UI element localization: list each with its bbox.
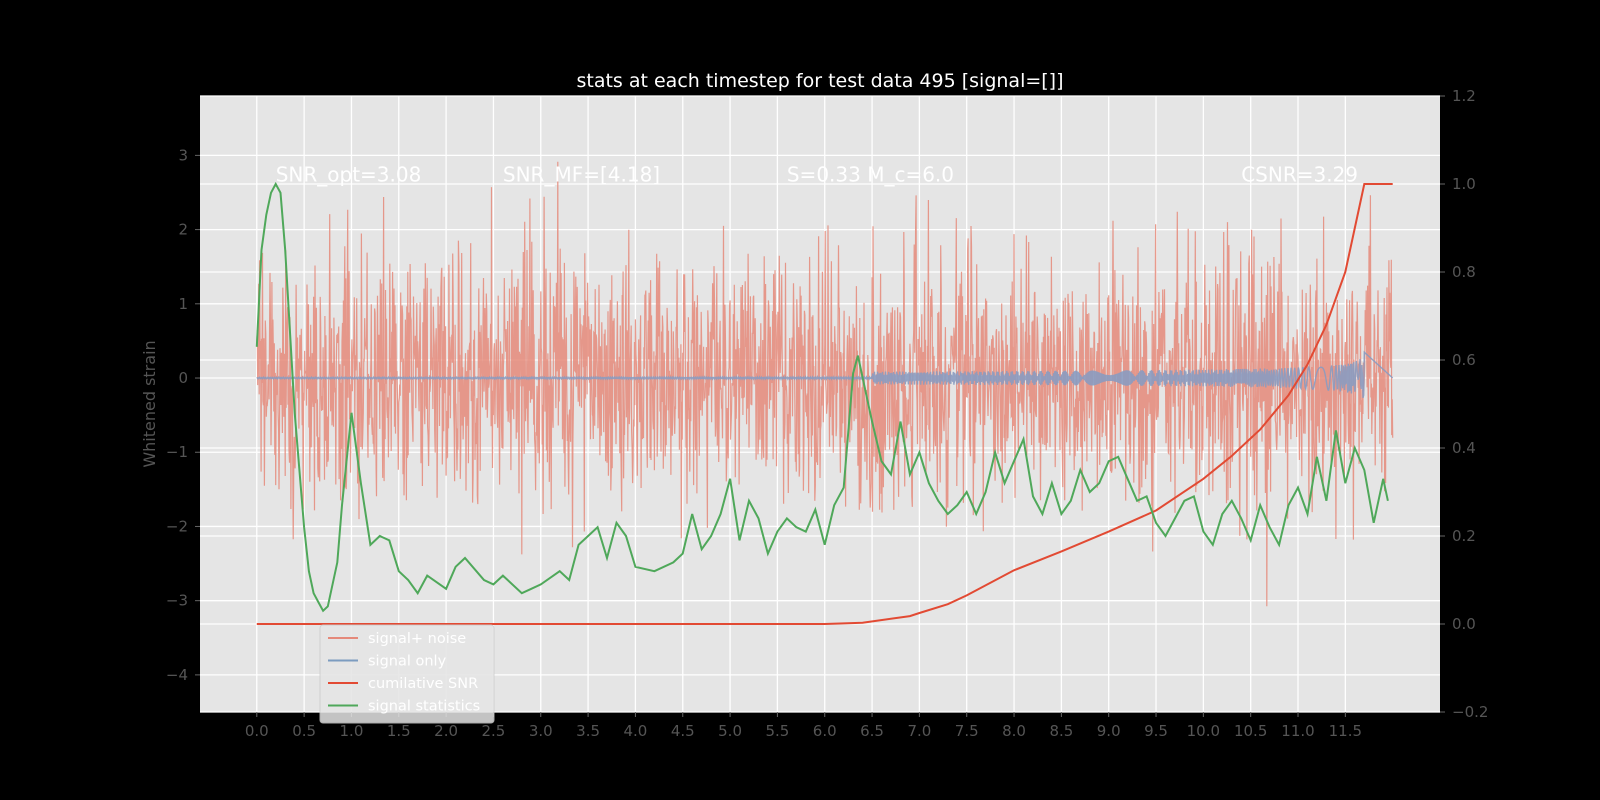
x-tick-label: 1.5 bbox=[387, 722, 411, 740]
y-tick-label: −4 bbox=[166, 666, 188, 684]
annotation-text: S=0.33 M_c=6.0 bbox=[787, 162, 954, 186]
x-tick-label: 0.5 bbox=[292, 722, 316, 740]
x-tick-label: 3.0 bbox=[529, 722, 553, 740]
annotations: SNR_opt=3.08 SNR_MF=[4.18] S=0.33 M_c=6.0 C… bbox=[276, 162, 1358, 186]
x-tick-label: 11.0 bbox=[1281, 722, 1314, 740]
y2-tick-label: 0.4 bbox=[1452, 439, 1476, 457]
y-axis-ticks: 3 2 1 0 −1 −2 −3 −4 bbox=[166, 146, 200, 684]
y2-tick-label: 1.0 bbox=[1452, 175, 1476, 193]
chart-title: stats at each timestep for test data 495… bbox=[576, 70, 1063, 92]
x-tick-label: 9.5 bbox=[1144, 722, 1168, 740]
y-tick-label: −3 bbox=[166, 592, 188, 610]
x-tick-label: 8.0 bbox=[1002, 722, 1026, 740]
y2-tick-label: −0.2 bbox=[1452, 703, 1488, 721]
signal-statistics-layer bbox=[255, 181, 1389, 613]
x-axis-ticks: 0.0 0.5 1.0 1.5 2.0 2.5 3.0 3.5 4.0 4.5 5.0 5.5 6.0 6… bbox=[245, 712, 1362, 740]
x-tick-label: 2.0 bbox=[434, 722, 458, 740]
annotation-text: SNR_opt=3.08 bbox=[276, 162, 422, 186]
noise-series-layer bbox=[256, 161, 1394, 607]
y-tick-label: −2 bbox=[166, 517, 188, 535]
y2-tick-label: 0.0 bbox=[1452, 615, 1476, 633]
legend-label: signal only bbox=[368, 654, 447, 670]
y2-tick-label: 0.8 bbox=[1452, 263, 1476, 281]
signal-series-layer bbox=[256, 350, 1394, 399]
y-tick-label: 1 bbox=[178, 295, 188, 313]
x-tick-label: 7.0 bbox=[907, 722, 931, 740]
legend: signal+ noise signal only cumilative SNR si… bbox=[319, 624, 495, 724]
x-tick-label: 4.5 bbox=[671, 722, 695, 740]
grid bbox=[200, 95, 1440, 713]
y-tick-label: −1 bbox=[166, 443, 188, 461]
x-tick-label: 0.0 bbox=[245, 722, 269, 740]
x-tick-label: 6.0 bbox=[813, 722, 837, 740]
cumulative-snr-layer bbox=[256, 183, 1393, 625]
x-tick-label: 5.5 bbox=[765, 722, 789, 740]
x-tick-label: 11.5 bbox=[1329, 722, 1362, 740]
cumulative-snr-line bbox=[256, 183, 1393, 625]
legend-label: cumilative SNR bbox=[368, 676, 478, 692]
y2-axis-ticks: 1.2 1.0 0.8 0.6 0.4 0.2 0.0 −0.2 bbox=[1440, 87, 1488, 721]
legend-label: signal statistics bbox=[368, 699, 480, 715]
legend-label: signal+ noise bbox=[368, 631, 466, 647]
y-axis-label: Whitened strain bbox=[140, 340, 159, 467]
y2-tick-label: 0.2 bbox=[1452, 527, 1476, 545]
x-tick-label: 10.5 bbox=[1234, 722, 1267, 740]
x-tick-label: 5.0 bbox=[718, 722, 742, 740]
signal-only-line bbox=[256, 350, 1394, 399]
x-tick-label: 6.5 bbox=[860, 722, 884, 740]
legend-box bbox=[319, 624, 495, 724]
y2-tick-label: 1.2 bbox=[1452, 87, 1476, 105]
x-tick-label: 1.0 bbox=[340, 722, 364, 740]
annotation-text: CSNR=3.29 bbox=[1241, 162, 1358, 186]
x-tick-label: 3.5 bbox=[576, 722, 600, 740]
x-tick-label: 7.5 bbox=[955, 722, 979, 740]
x-tick-label: 4.0 bbox=[623, 722, 647, 740]
x-tick-label: 2.5 bbox=[482, 722, 506, 740]
y-tick-label: 2 bbox=[178, 221, 188, 239]
y-tick-label: 3 bbox=[178, 146, 188, 164]
x-tick-label: 9.0 bbox=[1097, 722, 1121, 740]
x-tick-label: 10.0 bbox=[1187, 722, 1220, 740]
y-tick-label: 0 bbox=[178, 369, 188, 387]
signal-noise-line bbox=[256, 161, 1394, 607]
x-tick-label: 8.5 bbox=[1049, 722, 1073, 740]
signal-statistics-line bbox=[255, 181, 1389, 613]
y2-tick-label: 0.6 bbox=[1452, 351, 1476, 369]
annotation-text: SNR_MF=[4.18] bbox=[503, 162, 660, 186]
